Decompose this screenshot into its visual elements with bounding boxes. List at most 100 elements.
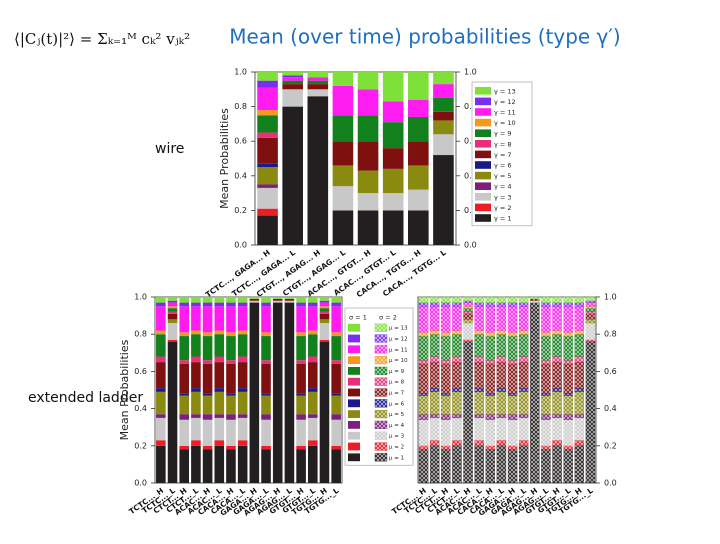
bar-segment bbox=[307, 80, 329, 85]
bar-segment bbox=[507, 306, 518, 333]
bar-segment bbox=[179, 395, 190, 415]
bar-segment bbox=[261, 419, 271, 446]
bar-segment bbox=[382, 72, 404, 102]
bar-segment bbox=[226, 297, 236, 303]
legend-label: μ = 4 bbox=[389, 423, 405, 429]
bar-segment bbox=[237, 334, 248, 357]
legend-label: γ = 2 bbox=[494, 204, 512, 212]
bar-segment bbox=[518, 414, 529, 419]
bar-segment bbox=[237, 445, 248, 483]
bar-segment bbox=[429, 414, 440, 419]
bar-segment bbox=[463, 341, 473, 484]
bar-segment bbox=[485, 302, 496, 307]
legend-swatch bbox=[374, 345, 388, 354]
bar-segment bbox=[257, 115, 278, 133]
bar-segment bbox=[530, 300, 540, 303]
legend-swatch bbox=[374, 420, 388, 430]
bar-segment bbox=[382, 101, 404, 123]
bar-segment bbox=[441, 414, 451, 420]
bar-segment bbox=[429, 306, 440, 331]
bar-segment bbox=[574, 330, 585, 335]
bar-segment bbox=[418, 419, 429, 446]
bar-segment bbox=[332, 165, 354, 187]
bar-segment bbox=[418, 393, 429, 396]
bar-segment bbox=[574, 302, 585, 307]
bar-segment bbox=[282, 72, 303, 76]
bar-segment bbox=[257, 137, 278, 164]
bar-segment bbox=[418, 335, 429, 361]
bar-segment bbox=[237, 388, 248, 392]
bar-segment bbox=[441, 395, 451, 415]
bar-segment bbox=[296, 445, 306, 450]
bar-segment bbox=[563, 335, 573, 361]
bar-segment bbox=[331, 414, 341, 420]
bar-segment bbox=[332, 115, 354, 142]
bar-segment bbox=[167, 308, 178, 312]
bar-segment bbox=[191, 414, 201, 418]
y-tick-label: 0.2 bbox=[134, 441, 147, 450]
bar-segment bbox=[284, 300, 295, 303]
bar-segment bbox=[474, 440, 484, 446]
bar-segment bbox=[319, 308, 330, 312]
legend-label: μ = 6 bbox=[389, 401, 405, 407]
bar-segment bbox=[179, 445, 190, 450]
legend-swatch bbox=[348, 334, 360, 343]
bar-segment bbox=[518, 334, 529, 357]
bar-segment bbox=[541, 445, 551, 450]
bar-segment bbox=[485, 449, 496, 484]
formula: ⟨|Cⱼ(t)|²⟩ = Σₖ₌₁ᴹ cₖ² vⱼₖ² bbox=[14, 30, 190, 48]
bar-segment bbox=[496, 445, 507, 484]
bar-segment bbox=[552, 302, 562, 307]
bar-segment bbox=[307, 330, 318, 335]
bar-segment bbox=[382, 193, 404, 211]
bar-segment bbox=[474, 417, 484, 441]
bar-segment bbox=[257, 215, 278, 245]
legend-swatch bbox=[475, 87, 491, 95]
y-tick-label: 0.4 bbox=[134, 404, 147, 413]
bar-segment bbox=[474, 306, 484, 331]
legend-label: γ = 5 bbox=[494, 172, 512, 180]
bar-segment bbox=[429, 302, 440, 307]
bar-segment bbox=[331, 360, 341, 364]
bar-segment bbox=[307, 302, 318, 307]
bar-segment bbox=[156, 306, 166, 331]
legend-swatch bbox=[374, 323, 388, 332]
bar-segment bbox=[452, 440, 462, 446]
legend-label: γ = 8 bbox=[494, 140, 512, 148]
bar-segment bbox=[332, 72, 354, 86]
bar-segment bbox=[541, 332, 551, 337]
bar-segment bbox=[357, 193, 379, 211]
bar-segment bbox=[319, 311, 330, 314]
bar-segment bbox=[433, 155, 454, 245]
bar-segment bbox=[237, 306, 248, 331]
bar-segment bbox=[307, 356, 318, 363]
bar-segment bbox=[552, 361, 562, 389]
bar-segment bbox=[202, 419, 213, 446]
legend-label: γ = 12 bbox=[494, 98, 516, 106]
bar-segment bbox=[563, 414, 573, 420]
bar-segment bbox=[574, 391, 585, 415]
legend-label: γ = 6 bbox=[494, 162, 512, 170]
bar-segment bbox=[272, 302, 283, 483]
bar-segment bbox=[226, 449, 236, 483]
legend-swatch bbox=[374, 431, 388, 440]
bar-segment bbox=[552, 306, 562, 331]
bar-segment bbox=[257, 163, 278, 168]
y-tick-label: 0.6 bbox=[604, 367, 617, 376]
bar-segment bbox=[214, 306, 225, 331]
bar-segment bbox=[552, 334, 562, 357]
bar-segment bbox=[214, 356, 225, 363]
bar-segment bbox=[563, 419, 573, 446]
bar-segment bbox=[156, 330, 166, 335]
bar-segment bbox=[496, 387, 507, 393]
bar-segment bbox=[319, 341, 330, 483]
bar-segment bbox=[282, 84, 303, 90]
bar-segment bbox=[418, 445, 429, 450]
bar-segment bbox=[191, 445, 201, 483]
bar-segment bbox=[156, 362, 166, 389]
y-tick-label: 1.0 bbox=[464, 68, 477, 77]
bar-segment bbox=[441, 306, 451, 333]
bar-segment bbox=[496, 440, 507, 446]
bar-segment bbox=[191, 388, 201, 392]
bar-segment bbox=[408, 189, 429, 211]
